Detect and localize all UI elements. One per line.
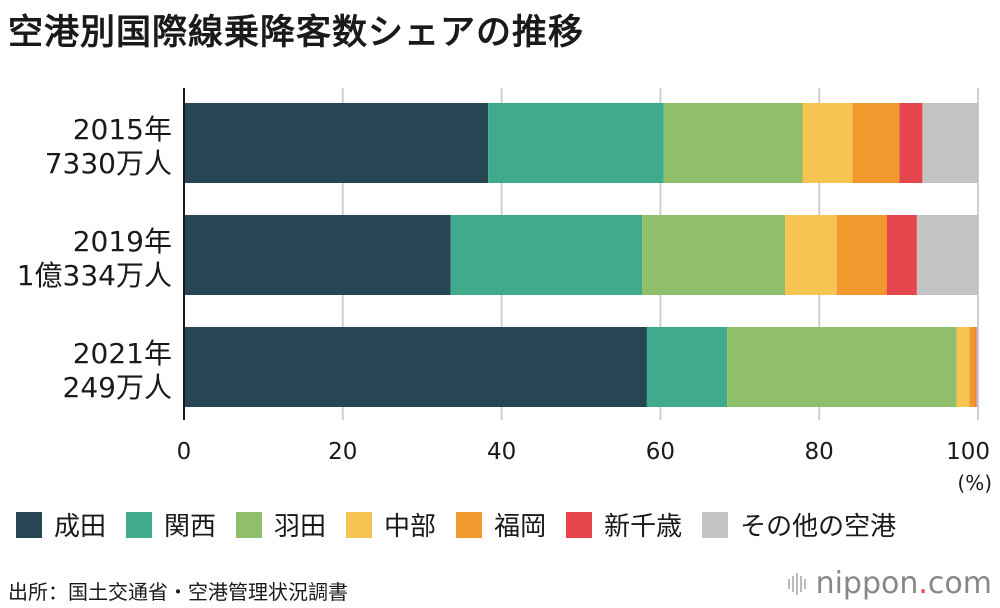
legend-label: 関西: [164, 512, 217, 542]
legend-swatch: [16, 511, 42, 538]
category-label-total: 1億334万人: [17, 259, 172, 292]
legend-item: 関西: [126, 506, 216, 543]
x-tick-label-40: 40: [487, 439, 516, 465]
bar-2015年-その他の空港: [922, 103, 978, 183]
bar-2021年-福岡: [969, 327, 976, 407]
x-tick-label-20: 20: [328, 439, 357, 465]
logo-bars-icon: [787, 572, 808, 595]
nippon-logo: nippon. com: [787, 566, 992, 601]
bar-2015年-新千歳: [899, 103, 923, 183]
legend-label: その他の空港: [740, 512, 897, 542]
legend-item: 新千歳: [566, 506, 682, 543]
x-axis-unit: (%): [957, 471, 992, 495]
legend-item: 福岡: [456, 506, 546, 543]
logo-dot: .: [918, 566, 928, 601]
legend: 成田 関西 羽田 中部 福岡 新千歳 その他の空港: [16, 506, 916, 543]
category-label-year: 2015年: [73, 113, 172, 146]
bar-2015年-羽田: [663, 103, 803, 183]
bar-2019年-関西: [450, 215, 643, 295]
legend-item: その他の空港: [702, 506, 896, 543]
legend-label: 中部: [384, 512, 437, 542]
legend-label: 福岡: [494, 512, 547, 542]
x-tick-label-80: 80: [805, 439, 834, 465]
bar-2021年-関西: [646, 327, 728, 407]
source-note: 出所：国土交通省・空港管理状況調書: [8, 580, 348, 604]
legend-label: 新千歳: [604, 512, 683, 542]
legend-label: 成田: [54, 512, 107, 542]
x-tick-label-100: 100: [946, 439, 990, 465]
category-label-year: 2021年: [73, 337, 172, 370]
chart-title: 空港別国際線乗降客数シェアの推移: [8, 13, 585, 53]
x-tick-label-60: 60: [646, 439, 675, 465]
legend-swatch: [566, 511, 593, 538]
logo-suffix: com: [927, 566, 992, 601]
category-label-year: 2019年: [73, 225, 172, 258]
bar-2019年-中部: [785, 215, 837, 295]
legend-label: 羽田: [274, 512, 327, 542]
bar-2019年-成田: [184, 215, 451, 295]
bar-2021年-成田: [184, 327, 647, 407]
bar-2021年-羽田: [727, 327, 957, 407]
legend-swatch: [346, 511, 373, 538]
legend-swatch: [456, 511, 483, 538]
bar-2021年-新千歳: [975, 327, 977, 407]
category-label-total: 7330万人: [45, 147, 172, 180]
bar-2021年-中部: [956, 327, 970, 407]
bar-2015年-成田: [184, 103, 489, 183]
bar-2015年-福岡: [852, 103, 900, 183]
legend-item: 羽田: [236, 506, 326, 543]
bar-2019年-新千歳: [886, 215, 917, 295]
bar-2021年-その他の空港: [976, 327, 978, 407]
bar-2019年-福岡: [836, 215, 887, 295]
x-tick-label-0: 0: [177, 439, 192, 465]
bar-2019年-その他の空港: [916, 215, 978, 295]
bar-2015年-関西: [488, 103, 664, 183]
bar-2019年-羽田: [642, 215, 786, 295]
logo-name: nippon: [815, 566, 919, 601]
bar-2015年-中部: [802, 103, 853, 183]
legend-swatch: [702, 511, 729, 538]
category-label-total: 249万人: [63, 371, 172, 404]
legend-item: 成田: [16, 506, 106, 543]
legend-item: 中部: [346, 506, 436, 543]
legend-swatch: [236, 511, 263, 538]
legend-swatch: [126, 511, 153, 538]
